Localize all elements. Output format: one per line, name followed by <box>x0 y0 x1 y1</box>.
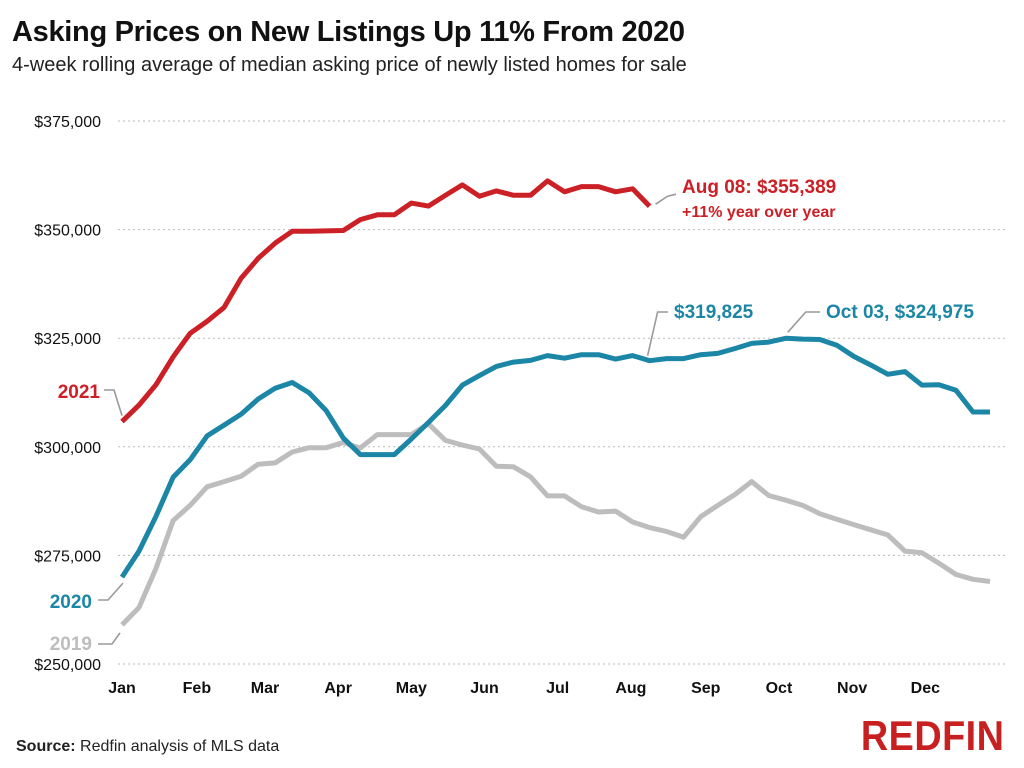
x-tick-label: Jul <box>546 680 569 697</box>
leader-2019 <box>98 632 121 645</box>
x-axis: Jan Feb Mar Apr May Jun Jul Aug Sep Oct Nov Dec <box>108 680 940 697</box>
x-tick-label: Jun <box>470 680 498 697</box>
x-tick-label: May <box>396 680 427 697</box>
y-axis: $250,000 $275,000 $300,000 $325,000 $350,000… <box>34 114 101 674</box>
x-tick-label: Dec <box>911 680 940 697</box>
y-tick-label: $375,000 <box>34 114 101 131</box>
x-tick-label: Apr <box>324 680 352 697</box>
annotation-2020-aug: $319,825 <box>674 302 754 323</box>
redfin-logo: REDFIN <box>860 712 1004 759</box>
series-label-2019: 2019 <box>50 634 92 655</box>
x-tick-label: Aug <box>615 680 646 697</box>
leader-319825 <box>646 311 668 356</box>
y-tick-label: $250,000 <box>34 657 101 674</box>
annotation-2021-yoy: +11% year over year <box>682 204 835 221</box>
leader-aug08 <box>655 193 677 205</box>
series-label-2021: 2021 <box>58 382 101 403</box>
leader-2020 <box>98 582 124 601</box>
source-label: Source: <box>16 738 76 755</box>
annotation-2021-peak: Aug 08: $355,389 <box>682 177 836 198</box>
source-note: Source: Redfin analysis of MLS data <box>16 738 279 756</box>
x-tick-label: Jan <box>108 680 136 697</box>
x-tick-label: Oct <box>766 680 793 697</box>
y-tick-label: $300,000 <box>34 440 101 457</box>
y-tick-label: $275,000 <box>34 548 101 565</box>
x-tick-label: Mar <box>251 680 279 697</box>
x-tick-label: Feb <box>183 680 212 697</box>
y-tick-label: $350,000 <box>34 223 101 240</box>
leader-lines <box>98 193 820 645</box>
chart-subtitle: 4-week rolling average of median asking … <box>12 54 687 76</box>
series-label-2020: 2020 <box>50 592 92 613</box>
leader-oct03 <box>787 311 820 333</box>
x-tick-label: Nov <box>837 680 867 697</box>
chart-title: Asking Prices on New Listings Up 11% Fro… <box>12 16 685 48</box>
source-text: Redfin analysis of MLS data <box>80 738 280 755</box>
grid <box>118 120 1005 665</box>
series-line-2021 <box>120 178 652 424</box>
series-group <box>119 178 991 627</box>
x-tick-label: Sep <box>691 680 721 697</box>
series-line-2020 <box>119 335 990 579</box>
y-tick-label: $325,000 <box>34 331 101 348</box>
annotation-2020-oct: Oct 03, $324,975 <box>826 302 974 323</box>
series-line-2019 <box>120 421 991 627</box>
leader-2021 <box>104 389 123 416</box>
